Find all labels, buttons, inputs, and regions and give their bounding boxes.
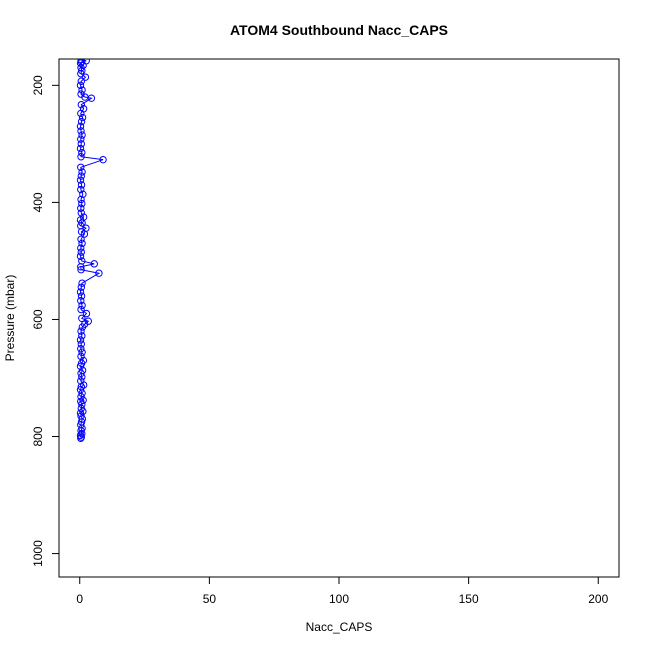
y-tick-label: 400 [31, 192, 45, 212]
data-point [78, 148, 86, 157]
data-point [77, 204, 85, 212]
data-point [95, 269, 103, 277]
data-point [76, 288, 85, 296]
data-point [77, 235, 85, 243]
data-point [79, 356, 88, 365]
data-point [78, 366, 87, 375]
data-point [77, 127, 85, 135]
data-point [76, 336, 85, 344]
x-tick-label: 150 [459, 592, 479, 606]
data-point [77, 345, 85, 353]
data-point [77, 100, 85, 109]
data-point [82, 309, 91, 318]
data-point [78, 348, 86, 356]
data-point [77, 64, 85, 72]
y-axis: 200 400 600 800 1000 [31, 75, 59, 567]
data-point [78, 314, 86, 322]
data-point [77, 59, 85, 64]
data-point [78, 429, 86, 438]
data-point [82, 59, 90, 65]
data-point [78, 113, 87, 122]
data-point [81, 73, 90, 81]
series-layer [76, 59, 107, 442]
data-point [84, 317, 92, 325]
data-point [78, 86, 86, 94]
y-tick-label: 600 [31, 309, 45, 329]
data-point [77, 248, 85, 256]
data-point [78, 131, 86, 139]
y-tick-label: 1000 [31, 540, 45, 567]
data-point [90, 260, 98, 268]
data-point [78, 199, 86, 208]
data-point [77, 418, 86, 426]
y-tick-label: 800 [31, 426, 45, 446]
data-point [78, 301, 86, 310]
data-point [77, 340, 85, 348]
data-point [77, 117, 86, 126]
data-point [78, 332, 86, 340]
data-point [78, 67, 86, 75]
data-point [78, 279, 86, 287]
data-point [76, 431, 85, 440]
data-point [77, 209, 85, 217]
data-point [76, 122, 85, 131]
x-tick-label: 0 [76, 592, 83, 606]
data-point [78, 168, 86, 176]
y-tick-label: 200 [31, 75, 45, 95]
data-point [77, 377, 85, 385]
data-point [77, 140, 85, 148]
data-point [77, 283, 85, 291]
data-point [99, 155, 107, 164]
data-point [77, 185, 85, 194]
data-point [77, 163, 85, 171]
data-point [77, 153, 85, 161]
data-point [77, 135, 85, 143]
data-point [77, 244, 85, 252]
data-point [77, 90, 85, 98]
data-point [77, 181, 86, 189]
x-tick-label: 100 [329, 592, 349, 606]
data-point [79, 190, 87, 198]
data-point [77, 383, 85, 391]
x-axis: 0 50 100 150 200 [76, 577, 609, 606]
data-point [77, 404, 85, 413]
data-point [77, 297, 85, 305]
data-point [77, 327, 85, 335]
data-point [79, 105, 88, 113]
data-point [77, 412, 85, 420]
data-point [77, 305, 85, 314]
x-tick-label: 200 [588, 592, 608, 606]
data-point [77, 292, 86, 300]
data-point [78, 239, 86, 248]
data-point [77, 393, 85, 401]
data-point [76, 176, 85, 184]
x-axis-label: Nacc_CAPS [306, 620, 373, 634]
data-point [78, 257, 86, 265]
data-point [77, 352, 85, 361]
data-point [76, 409, 85, 417]
data-point [76, 81, 85, 90]
data-point [79, 213, 88, 221]
chart-title: ATOM4 Southbound Nacc_CAPS [230, 22, 448, 38]
y-axis-label: Pressure (mbar) [3, 275, 17, 362]
data-point [77, 77, 85, 85]
x-tick-label: 50 [203, 592, 217, 606]
data-point [77, 195, 85, 204]
data-point [77, 266, 85, 274]
data-point [76, 144, 85, 153]
data-point [76, 252, 85, 260]
data-point [77, 172, 85, 180]
